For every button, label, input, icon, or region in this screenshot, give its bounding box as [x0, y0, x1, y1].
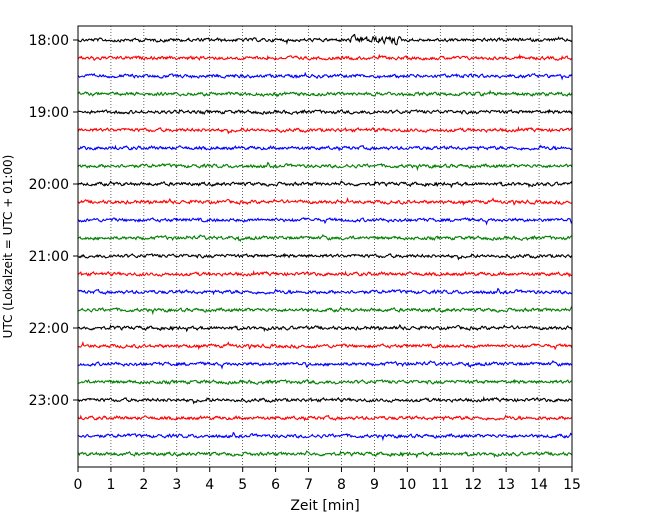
x-tick-label-3: 3	[172, 477, 181, 493]
x-tick-label-13: 13	[497, 477, 515, 493]
x-tick-label-0: 0	[74, 477, 83, 493]
trace-1900	[77, 108, 573, 116]
x-tick-label-1: 1	[106, 477, 115, 493]
trace-2345	[77, 450, 573, 459]
x-ticks: 0 1 2 3 4 5 6 7 8 9 10 11 12 13 14 15	[74, 467, 581, 493]
y-tick-label-2300: 23:00	[29, 393, 69, 409]
trace-2000	[77, 180, 573, 189]
trace-2245	[77, 378, 573, 386]
trace-1815	[77, 53, 573, 61]
trace-2130	[77, 287, 573, 296]
x-tick-label-11: 11	[431, 477, 449, 493]
x-tick-label-8: 8	[337, 477, 346, 493]
y-axis-label: UTC (Lokalzeit = UTC + 01:00)	[1, 155, 15, 339]
trace-2145	[77, 306, 573, 316]
y-ticks: 18:00 19:00 20:00 21:00 22:00 23:00	[29, 33, 78, 409]
y-tick-label-2200: 22:00	[29, 321, 69, 337]
trace-2015	[77, 196, 573, 207]
trace-2230	[77, 360, 573, 370]
y-tick-label-2000: 20:00	[29, 177, 69, 193]
x-tick-label-4: 4	[205, 477, 214, 493]
y-tick-label-1900: 19:00	[29, 105, 69, 121]
x-tick-label-10: 10	[398, 477, 416, 493]
trace-2315	[77, 414, 573, 422]
x-tick-label-7: 7	[304, 477, 313, 493]
trace-lines	[77, 33, 573, 459]
trace-2330	[77, 431, 573, 442]
x-tick-label-5: 5	[238, 477, 247, 493]
x-tick-label-12: 12	[464, 477, 482, 493]
plot-frame	[77, 25, 573, 468]
trace-2030	[77, 217, 573, 226]
x-axis-label: Zeit [min]	[290, 498, 359, 514]
trace-1930	[77, 144, 573, 152]
trace-2215	[77, 340, 573, 351]
x-tick-label-6: 6	[271, 477, 280, 493]
trace-2115	[77, 269, 573, 278]
trace-2100	[77, 252, 573, 261]
trace-1845	[77, 89, 573, 98]
x-tick-label-9: 9	[370, 477, 379, 493]
trace-1800	[77, 33, 573, 46]
x-tick-label-14: 14	[530, 477, 548, 493]
trace-2045	[77, 233, 573, 243]
y-tick-label-2100: 21:00	[29, 249, 69, 265]
trace-2200	[77, 324, 573, 333]
x-tick-label-2: 2	[139, 477, 148, 493]
trace-1830	[77, 71, 573, 81]
trace-2300	[77, 395, 573, 405]
x-tick-label-15: 15	[563, 477, 581, 493]
trace-1915	[77, 125, 573, 135]
trace-1945	[77, 161, 573, 172]
y-tick-label-1800: 18:00	[29, 33, 69, 49]
